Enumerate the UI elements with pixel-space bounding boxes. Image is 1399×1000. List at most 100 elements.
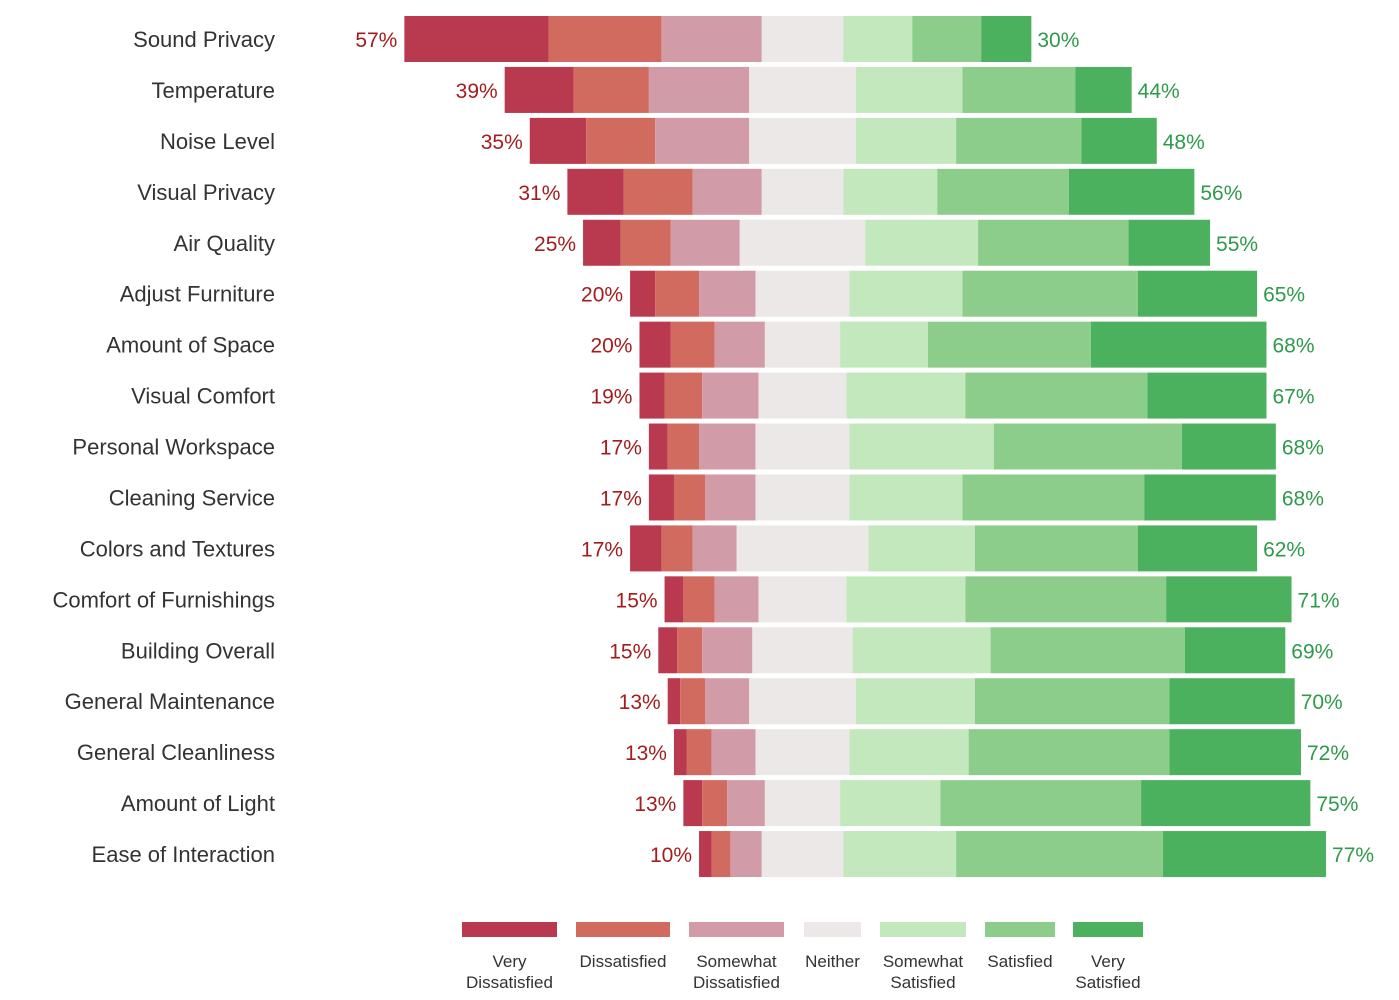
bar-segment-somewhat-dissatisfied — [699, 270, 756, 317]
bar-segment-very-satisfied — [1137, 525, 1258, 572]
bar-segment-somewhat-satisfied — [840, 780, 941, 827]
legend-label: Satisfied — [1075, 973, 1140, 992]
legend-label: Very — [1091, 952, 1126, 971]
negative-total-label: 57% — [355, 29, 397, 52]
legend-label: Somewhat — [883, 952, 964, 971]
bar-segment-dissatisfied — [683, 576, 715, 623]
positive-total-label: 69% — [1291, 640, 1333, 663]
legend-swatch — [1073, 922, 1143, 937]
legend: Very Dissatisfied Dissatisfied Somewhat Diss… — [462, 922, 1143, 992]
bar-segment-somewhat-dissatisfied — [670, 219, 740, 266]
total-labels: 57% 30% 39% 44% 35% 48% 31% 56% 25% 55% 20% 65% 20% 6… — [355, 29, 1374, 867]
bar-segment-somewhat-dissatisfied — [714, 321, 765, 368]
bar-row-adjust-furniture — [630, 270, 1258, 317]
negative-total-label: 17% — [581, 538, 623, 561]
bar-segment-neither — [761, 168, 844, 215]
category-label: Personal Workspace — [72, 435, 275, 460]
bar-segment-satisfied — [937, 168, 1069, 215]
bar-segment-satisfied — [965, 372, 1148, 419]
bar-segment-neither — [749, 117, 856, 164]
bar-segment-somewhat-satisfied — [843, 831, 957, 878]
bar-segment-satisfied — [940, 780, 1142, 827]
bar-segment-dissatisfied — [623, 168, 693, 215]
bar-segment-neither — [758, 576, 847, 623]
legend-label: Dissatisfied — [466, 973, 553, 992]
bar-row-temperature — [504, 66, 1132, 113]
legend-label: Dissatisfied — [580, 952, 667, 971]
bar-segment-somewhat-satisfied — [855, 66, 963, 113]
bar-segment-very-satisfied — [1141, 780, 1311, 827]
bar-segment-very-dissatisfied — [504, 66, 574, 113]
bar-segment-somewhat-satisfied — [855, 678, 975, 725]
bar-segment-neither — [761, 831, 844, 878]
bar-segment-very-dissatisfied — [639, 321, 671, 368]
positive-total-label: 56% — [1200, 182, 1242, 205]
bar-segment-somewhat-dissatisfied — [702, 372, 759, 419]
positive-total-label: 68% — [1282, 487, 1324, 510]
category-label: Sound Privacy — [133, 27, 275, 52]
bar-row-colors-and-textures — [630, 525, 1258, 572]
category-label: Colors and Textures — [80, 536, 275, 561]
bar-segment-satisfied — [962, 270, 1138, 317]
bar-segment-dissatisfied — [686, 729, 712, 776]
bar-segment-somewhat-dissatisfied — [692, 525, 737, 572]
bar-segment-dissatisfied — [670, 321, 715, 368]
bar-segment-neither — [749, 66, 856, 113]
legend-label: Neither — [805, 952, 860, 971]
positive-total-label: 68% — [1282, 437, 1324, 460]
bar-segment-somewhat-satisfied — [849, 729, 969, 776]
bar-segment-satisfied — [974, 678, 1170, 725]
bar-segment-very-satisfied — [1068, 168, 1195, 215]
bar-row-general-cleanliness — [673, 729, 1301, 776]
bar-segment-very-dissatisfied — [664, 576, 684, 623]
negative-total-label: 17% — [600, 487, 642, 510]
bar-row-sound-privacy — [404, 16, 1032, 62]
bar-segment-dissatisfied — [586, 117, 656, 164]
bar-segment-somewhat-satisfied — [846, 576, 966, 623]
category-label: Temperature — [151, 78, 275, 103]
legend-swatch — [880, 922, 966, 937]
legend-item-very-dissatisfied: Very Dissatisfied — [462, 922, 557, 992]
bar-segment-neither — [752, 627, 853, 674]
legend-item-satisfied: Satisfied — [985, 922, 1055, 971]
bar-segment-very-dissatisfied — [648, 474, 674, 521]
legend-item-somewhat-dissatisfied: Somewhat Dissatisfied — [689, 922, 784, 992]
bar-segment-somewhat-satisfied — [868, 525, 975, 572]
bar-row-visual-privacy — [567, 168, 1195, 215]
negative-total-label: 39% — [456, 80, 498, 103]
bar-segment-dissatisfied — [667, 423, 700, 470]
bar-segment-very-dissatisfied — [567, 168, 624, 215]
category-label: Air Quality — [174, 231, 275, 256]
bar-segment-dissatisfied — [664, 372, 703, 419]
bar-segment-very-satisfied — [1090, 321, 1267, 368]
category-label: General Cleanliness — [77, 740, 275, 765]
category-label: Adjust Furniture — [120, 282, 275, 307]
bar-segment-very-dissatisfied — [667, 678, 681, 725]
bar-segment-very-dissatisfied — [639, 372, 665, 419]
bar-row-cleaning-service — [648, 474, 1276, 521]
category-labels: Sound Privacy Temperature Noise Level Visua… — [52, 27, 275, 867]
bar-segment-satisfied — [962, 474, 1145, 521]
positive-total-label: 55% — [1216, 233, 1258, 256]
bar-segment-somewhat-dissatisfied — [705, 474, 756, 521]
bar-segment-satisfied — [993, 423, 1182, 470]
category-label: Amount of Space — [106, 333, 275, 358]
positive-total-label: 65% — [1263, 284, 1305, 307]
bar-segment-very-dissatisfied — [630, 525, 662, 572]
bar-segment-dissatisfied — [711, 831, 731, 878]
positive-total-label: 67% — [1272, 386, 1314, 409]
bar-segment-satisfied — [927, 321, 1091, 368]
bar-segment-dissatisfied — [548, 16, 662, 62]
bar-segment-very-dissatisfied — [658, 627, 678, 674]
bar-segment-satisfied — [956, 831, 1164, 878]
bar-segment-somewhat-dissatisfied — [655, 117, 750, 164]
negative-total-label: 19% — [590, 386, 632, 409]
positive-total-label: 44% — [1138, 80, 1180, 103]
negative-total-label: 15% — [609, 640, 651, 663]
bar-segment-neither — [739, 219, 866, 266]
bar-row-air-quality — [583, 219, 1211, 266]
bar-segment-very-satisfied — [1137, 270, 1258, 317]
bar-segment-very-satisfied — [1163, 831, 1327, 878]
bar-segment-dissatisfied — [680, 678, 706, 725]
bar-segment-very-satisfied — [1147, 372, 1267, 419]
